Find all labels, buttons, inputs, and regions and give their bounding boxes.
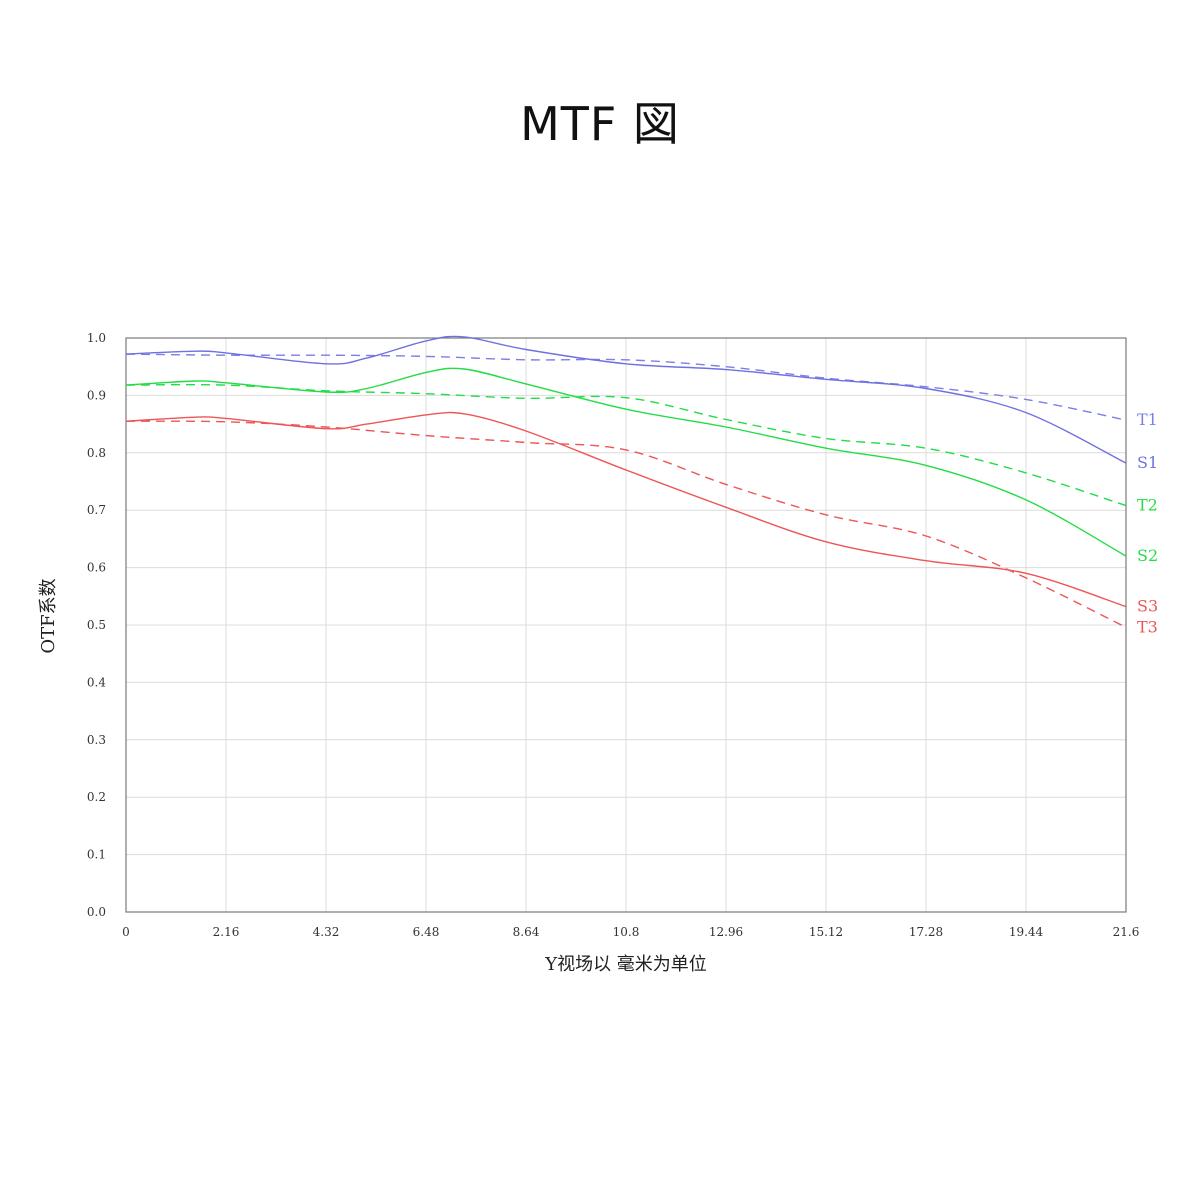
x-tick-label: 10.8 (613, 925, 640, 939)
series-label-s3: S3 (1137, 597, 1158, 616)
chart-title: MTF 図 (520, 97, 680, 151)
x-axis-label: Y视场以 毫米为单位 (544, 954, 707, 975)
y-axis-label: OTF系数 (38, 578, 59, 653)
x-tick-label: 4.32 (313, 925, 340, 939)
x-tick-label: 0 (122, 925, 130, 939)
series-line-s2 (125, 367, 1127, 557)
series-line-s3 (125, 411, 1127, 608)
series-line-t3 (125, 420, 1127, 628)
y-tick-label: 0.4 (87, 675, 106, 689)
y-tick-label: 0.1 (87, 848, 106, 862)
y-tick-label: 0.6 (87, 561, 106, 575)
y-tick-label: 0.7 (87, 503, 106, 517)
series-label-s2: S2 (1137, 546, 1158, 565)
series-line-t1 (125, 353, 1127, 421)
x-tick-label: 17.28 (909, 925, 943, 939)
y-tick-label: 1.0 (87, 331, 106, 345)
plot-frame (125, 337, 1127, 913)
x-tick-label: 2.16 (213, 925, 240, 939)
grid-lines (126, 338, 1126, 912)
y-tick-label: 0.3 (87, 733, 106, 747)
series-label-t1: T1 (1137, 410, 1158, 429)
x-tick-label: 15.12 (809, 925, 843, 939)
y-tick-labels: 0.0 0.1 0.2 0.3 0.4 0.5 0.6 0.7 0.8 0.9 1.0 (87, 331, 106, 919)
y-tick-label: 0.5 (87, 618, 106, 632)
x-tick-label: 21.6 (1113, 925, 1140, 939)
x-tick-labels: 0 2.16 4.32 6.48 8.64 10.8 12.96 15.12 17.28 19.4… (122, 925, 1139, 939)
x-tick-label: 19.44 (1009, 925, 1044, 939)
x-tick-label: 12.96 (709, 925, 743, 939)
y-tick-label: 0.9 (87, 388, 106, 402)
series-label-t3: T3 (1137, 617, 1158, 636)
y-tick-label: 0.2 (87, 790, 106, 804)
series-label-t2: T2 (1137, 496, 1158, 515)
y-tick-label: 0.0 (87, 905, 106, 919)
series-label-s1: S1 (1137, 453, 1158, 472)
x-tick-label: 6.48 (413, 925, 440, 939)
y-tick-label: 0.8 (87, 446, 106, 460)
series-line-s1 (125, 335, 1127, 464)
series-lines (125, 335, 1127, 628)
x-tick-label: 8.64 (513, 925, 540, 939)
